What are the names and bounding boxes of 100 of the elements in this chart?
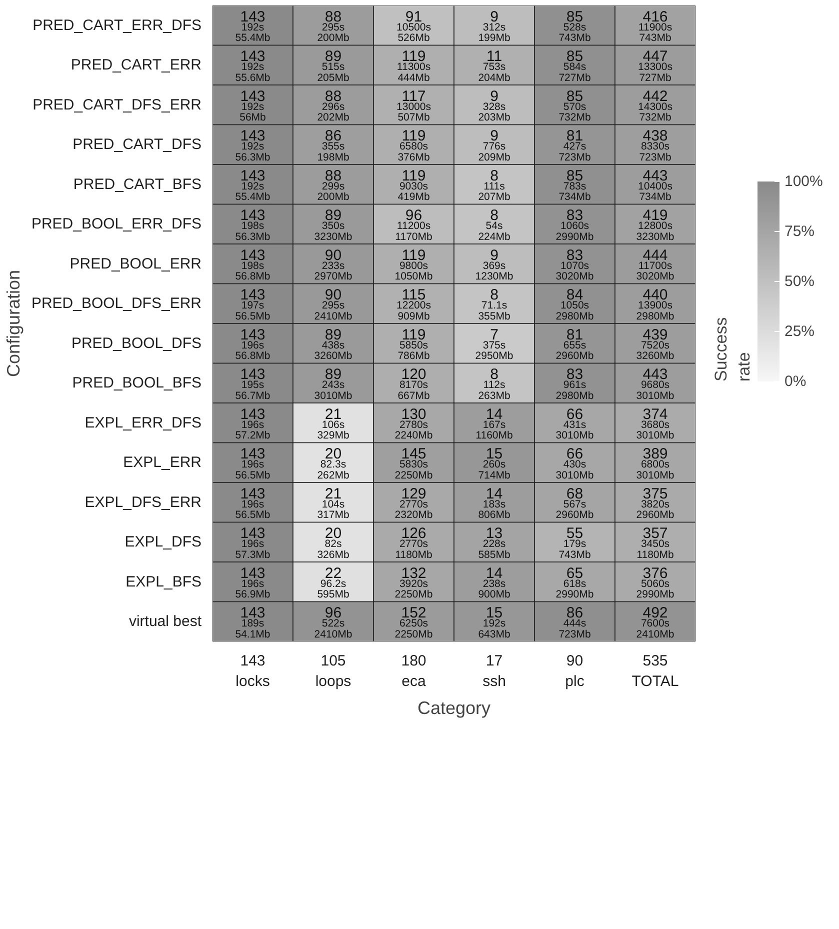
y-tick-label: EXPL_BFS <box>126 573 202 590</box>
y-tick-label: EXPL_DFS_ERR <box>84 494 202 511</box>
text: 143 196s 56.5Mb <box>235 485 270 522</box>
text: 440 13900s 2980Mb <box>636 286 674 322</box>
text: 96 11200s 1170Mb <box>395 207 432 243</box>
text: 13 228s 585Mb <box>478 525 510 561</box>
text: 117 13000s 507Mb <box>396 88 431 124</box>
text: 88 295s 200Mb <box>317 8 350 44</box>
text: 8 111s 207Mb <box>478 167 510 204</box>
color-bar-title: Success rate <box>712 317 754 382</box>
color-bar-label: 75% <box>784 223 815 240</box>
text: 119 9030s 419Mb <box>398 167 430 204</box>
text: 119 5850s 786Mb <box>398 326 430 362</box>
text: 84 1050s 2980Mb <box>556 286 594 322</box>
text: 376 5060s 2990Mb <box>636 564 674 601</box>
text: 132 3920s 2250Mb <box>394 564 433 601</box>
text: 83 1060s 2990Mb <box>556 207 594 243</box>
y-tick-label: PRED_CART_DFS <box>72 136 202 154</box>
text: 9 369s 1230Mb <box>475 246 514 283</box>
text: 143 196s 57.3Mb <box>235 525 270 561</box>
x-tick-label: 143 locks <box>236 652 270 690</box>
text: 91 10500s 526Mb <box>396 8 431 44</box>
x-tick-label: 180 eca <box>401 652 426 690</box>
text: 439 7520s 3260Mb <box>636 326 674 362</box>
x-tick-label: 105 loops <box>315 652 352 690</box>
text: 145 5830s 2250Mb <box>394 446 433 482</box>
text: 55 179s 743Mb <box>558 525 591 561</box>
text: 143 192s 56Mb <box>240 88 266 124</box>
y-tick-label: PRED_CART_BFS <box>73 176 202 193</box>
text: 152 6250s 2250Mb <box>394 604 433 640</box>
y-tick-label: virtual best <box>128 613 202 630</box>
text: 143 192s 55.4Mb <box>235 8 270 44</box>
x-tick-label: 17 ssh <box>482 652 506 690</box>
text: 143 192s 55.6Mb <box>235 48 270 84</box>
y-tick-label: PRED_BOOL_BFS <box>72 374 202 392</box>
text: 143 196s 56.5Mb <box>235 446 270 482</box>
text: 375 3820s 2960Mb <box>636 485 674 522</box>
text: 14 167s 1160Mb <box>476 406 513 442</box>
text: 89 515s 205Mb <box>317 48 350 84</box>
text: 130 2780s 2240Mb <box>394 406 433 442</box>
text: 143 196s 56.8Mb <box>235 326 270 362</box>
text: 68 567s 2960Mb <box>556 485 594 522</box>
text: 143 189s 54.1Mb <box>235 604 270 640</box>
y-tick-label: PRED_BOOL_ERR <box>70 255 202 272</box>
text: 8 112s 263Mb <box>478 366 510 402</box>
color-bar-label: 100% <box>784 173 823 190</box>
text: 89 438s 3260Mb <box>314 326 352 362</box>
text: 85 783s 734Mb <box>558 167 591 204</box>
text: 96 522s 2410Mb <box>314 604 352 640</box>
text: 14 183s 806Mb <box>478 485 510 522</box>
text: 419 12800s 3230Mb <box>636 207 674 243</box>
text: 143 196s 57.2Mb <box>235 406 270 442</box>
color-bar-label: 50% <box>784 273 815 290</box>
text: 66 431s 3010Mb <box>556 406 594 442</box>
text: 416 11900s 743Mb <box>638 8 672 44</box>
text: 8 71.1s 355Mb <box>478 286 510 322</box>
text: 143 197s 56.5Mb <box>235 286 270 322</box>
text: 21 106s 329Mb <box>317 406 350 442</box>
text: 85 528s 743Mb <box>558 8 591 44</box>
y-tick-label: EXPL_ERR <box>123 454 202 472</box>
text: 357 3450s 1180Mb <box>636 525 674 561</box>
text: 492 7600s 2410Mb <box>636 604 674 640</box>
text: 119 9800s 1050Mb <box>394 246 433 283</box>
text: 143 198s 56.8Mb <box>235 246 270 283</box>
color-bar-label: 0% <box>784 373 806 390</box>
y-tick-label: PRED_CART_ERR_DFS <box>32 16 202 34</box>
text: 442 14300s 732Mb <box>638 88 672 124</box>
text: 389 6800s 3010Mb <box>636 446 674 482</box>
y-tick-label: PRED_CART_ERR <box>70 56 202 74</box>
text: 119 11300s 444Mb <box>396 48 431 84</box>
text: 126 2770s 1180Mb <box>395 525 432 561</box>
text: 22 96.2s 595Mb <box>317 564 350 601</box>
text: 85 570s 732Mb <box>558 88 591 124</box>
text: 89 243s 3010Mb <box>314 366 352 402</box>
text: 20 82s 326Mb <box>317 525 350 561</box>
text: 438 8330s 723Mb <box>639 128 672 164</box>
text: 120 8170s 667Mb <box>398 366 430 402</box>
text: 81 427s 723Mb <box>558 128 591 164</box>
y-tick-label: EXPL_DFS <box>124 534 202 551</box>
text: 15 192s 643Mb <box>478 604 510 640</box>
text: 88 296s 202Mb <box>317 88 350 124</box>
x-tick-label: 535 TOTAL <box>632 652 679 690</box>
x-axis-title: Category <box>417 698 491 718</box>
text: 86 444s 723Mb <box>558 604 591 640</box>
y-tick-label: PRED_CART_DFS_ERR <box>32 96 202 114</box>
text: 90 233s 2970Mb <box>314 246 352 283</box>
y-tick-label: PRED_BOOL_ERR_DFS <box>31 216 202 233</box>
text: 447 13300s 727Mb <box>638 48 672 84</box>
text: 143 192s 55.4Mb <box>235 167 270 204</box>
text: 143 192s 56.3Mb <box>235 128 270 164</box>
text: 90 295s 2410Mb <box>314 286 352 322</box>
x-tick-label: 90 plc <box>565 652 585 690</box>
text: 83 961s 2980Mb <box>556 366 594 402</box>
y-tick-label: PRED_BOOL_DFS_ERR <box>31 295 202 312</box>
text: 21 104s 317Mb <box>317 485 350 522</box>
text: 444 11700s 3020Mb <box>636 246 674 283</box>
text: 443 9680s 3010Mb <box>636 366 674 402</box>
text: 86 355s 198Mb <box>317 128 350 164</box>
y-tick-label: PRED_BOOL_DFS <box>71 334 202 352</box>
text: 143 196s 56.9Mb <box>235 564 270 601</box>
